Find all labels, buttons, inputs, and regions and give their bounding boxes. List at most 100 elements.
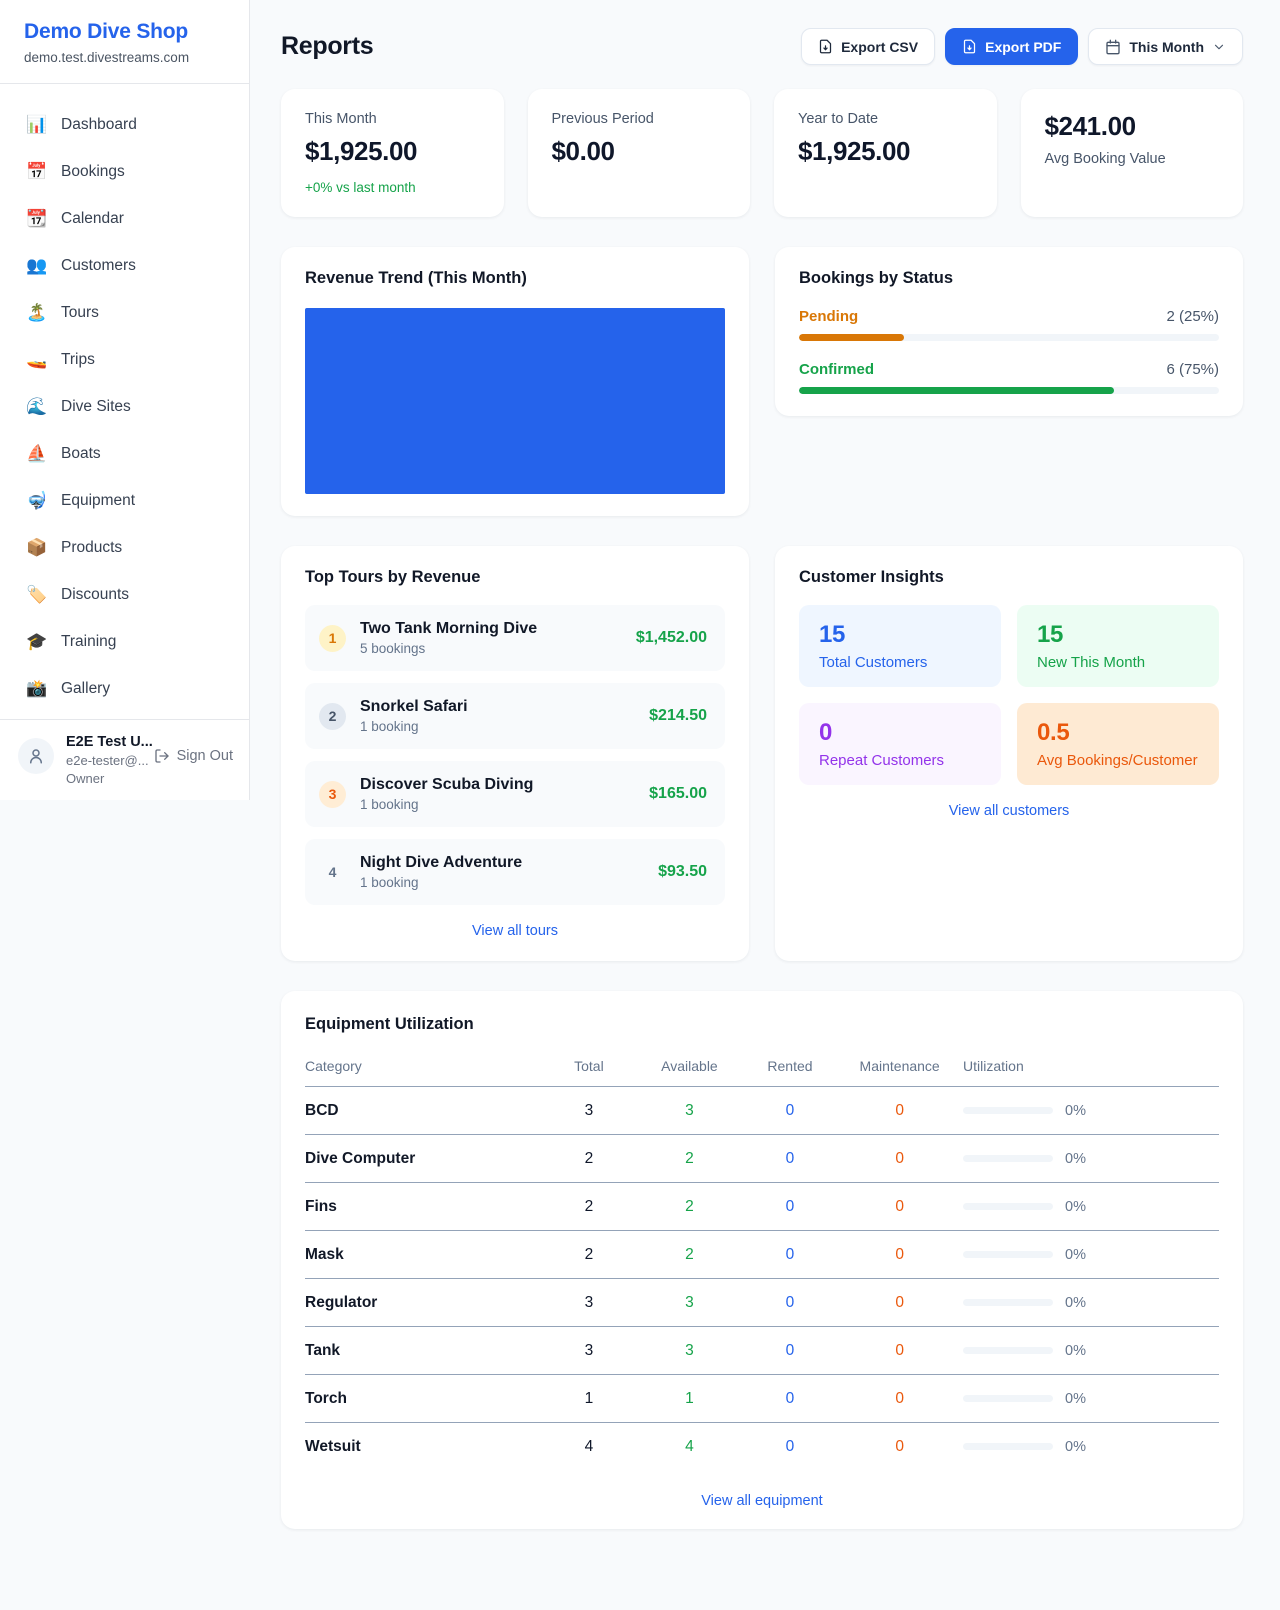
table-row: BCD 3 3 0 0 0% — [305, 1086, 1219, 1135]
sidebar-item-boats[interactable]: ⛵ Boats — [12, 435, 237, 473]
view-all-equipment-link[interactable]: View all equipment — [701, 1492, 823, 1509]
cell-rented: 0 — [743, 1230, 845, 1279]
status-count: 6 (75%) — [1166, 361, 1219, 378]
stat-label: Year to Date — [798, 111, 879, 127]
sidebar-item-customers[interactable]: 👥 Customers — [12, 247, 237, 285]
sidebar: Demo Dive Shop demo.test.divestreams.com… — [0, 0, 250, 800]
tour-name: Snorkel Safari — [360, 698, 468, 715]
main-content: Reports Export CSV Export PDF This Month — [250, 0, 1280, 1589]
tour-amount: $214.50 — [649, 707, 707, 724]
sidebar-item-dashboard[interactable]: 📊 Dashboard — [12, 106, 237, 144]
cell-category: Regulator — [305, 1278, 543, 1327]
cell-total: 2 — [542, 1230, 644, 1279]
table-header-row: Category Total Available Rented Maintena… — [305, 1048, 1219, 1087]
sidebar-item-label: Trips — [61, 351, 95, 368]
table-row: Torch 1 1 0 0 0% — [305, 1374, 1219, 1423]
sidebar-item-training[interactable]: 🎓 Training — [12, 623, 237, 661]
progress-track — [799, 334, 1219, 341]
cell-available: 3 — [643, 1086, 744, 1135]
period-label: This Month — [1129, 38, 1204, 55]
export-csv-button[interactable]: Export CSV — [801, 28, 936, 65]
sidebar-item-bookings[interactable]: 📅 Bookings — [12, 153, 237, 191]
top-tours-card: Top Tours by Revenue 1 Two Tank Morning … — [281, 546, 749, 961]
tour-amount: $165.00 — [649, 785, 707, 802]
stat-label: Avg Booking Value — [1044, 151, 1166, 167]
sidebar-item-gallery[interactable]: 📸 Gallery — [12, 670, 237, 708]
status-label: Pending — [799, 308, 859, 325]
tour-row[interactable]: 1 Two Tank Morning Dive 5 bookings $1,45… — [305, 605, 725, 671]
wave-icon: 🌊 — [26, 397, 48, 416]
sidebar-item-calendar[interactable]: 📆 Calendar — [12, 200, 237, 238]
tour-row[interactable]: 2 Snorkel Safari 1 booking $214.50 — [305, 683, 725, 749]
sidebar-item-label: Discounts — [61, 586, 130, 603]
sidebar-item-label: Equipment — [61, 492, 136, 509]
utilization-track — [963, 1395, 1054, 1402]
sailboat-icon: ⛵ — [26, 444, 48, 463]
status-count: 2 (25%) — [1166, 308, 1219, 325]
sidebar-item-label: Dive Sites — [61, 398, 131, 415]
shop-name[interactable]: Demo Dive Shop — [24, 20, 189, 43]
tour-bookings: 1 booking — [360, 797, 419, 812]
revenue-trend-card: Revenue Trend (This Month) — [281, 247, 749, 516]
cell-maintenance: 0 — [895, 1437, 904, 1455]
view-all-customers-link[interactable]: View all customers — [948, 803, 1070, 819]
cell-available: 4 — [685, 1437, 694, 1455]
tile-avg-bookings-customer: 0.5 Avg Bookings/Customer — [1017, 703, 1219, 785]
period-dropdown[interactable]: This Month — [1088, 28, 1243, 65]
utilization-pct: 0% — [1065, 1342, 1087, 1359]
cell-maintenance: 0 — [844, 1326, 964, 1375]
utilization-pct: 0% — [1065, 1438, 1087, 1455]
cell-utilization: 0% — [963, 1326, 1219, 1375]
logout-icon — [154, 749, 169, 763]
sidebar-item-equipment[interactable]: 🤿 Equipment — [12, 482, 237, 520]
cell-rented: 0 — [743, 1326, 845, 1375]
col-available: Available — [643, 1048, 744, 1087]
cell-available: 3 — [643, 1326, 744, 1375]
sidebar-item-label: Boats — [61, 445, 101, 462]
shop-domain: demo.test.divestreams.com — [24, 50, 190, 65]
cell-rented: 0 — [743, 1134, 845, 1183]
cell-category: Tank — [305, 1326, 543, 1375]
view-all-tours-link[interactable]: View all tours — [472, 923, 558, 939]
tour-row[interactable]: 4 Night Dive Adventure 1 booking $93.50 — [305, 839, 725, 905]
stat-value: $1,925.00 — [305, 136, 418, 166]
progress-fill — [799, 334, 904, 341]
utilization-track — [963, 1155, 1054, 1162]
camera-icon: 📸 — [26, 679, 48, 698]
export-pdf-button[interactable]: Export PDF — [945, 28, 1079, 65]
calendar-date-icon: 📅 — [26, 162, 48, 181]
sidebar-item-trips[interactable]: 🚤 Trips — [12, 341, 237, 379]
cell-utilization: 0% — [963, 1134, 1219, 1183]
sidebar-item-tours[interactable]: 🏝️ Tours — [12, 294, 237, 332]
cell-total: 3 — [542, 1326, 644, 1375]
progress-fill — [799, 387, 1114, 394]
equipment-utilization-card: Equipment Utilization Category Total Ava… — [281, 991, 1243, 1529]
stat-card-avg-booking-value: $241.00 Avg Booking Value — [1020, 89, 1243, 217]
utilization-track — [963, 1251, 1054, 1258]
tour-name: Two Tank Morning Dive — [360, 620, 538, 637]
cell-category: Mask — [305, 1230, 543, 1279]
tour-amount: $1,452.00 — [635, 629, 707, 646]
sign-out-button[interactable]: Sign Out — [154, 748, 233, 764]
sidebar-item-dive-sites[interactable]: 🌊 Dive Sites — [12, 388, 237, 426]
cell-utilization: 0% — [963, 1374, 1219, 1423]
cell-category: Fins — [305, 1182, 543, 1231]
cell-category: Torch — [305, 1374, 543, 1423]
tile-label: Repeat Customers — [819, 752, 945, 769]
sidebar-item-products[interactable]: 📦 Products — [12, 529, 237, 567]
status-row-pending: Pending 2 (25%) — [799, 308, 1219, 341]
table-row: Dive Computer 2 2 0 0 0% — [305, 1134, 1219, 1183]
package-icon: 📦 — [26, 538, 48, 557]
sidebar-item-discounts[interactable]: 🏷️ Discounts — [12, 576, 237, 614]
speedboat-icon: 🚤 — [26, 350, 48, 369]
utilization-track — [963, 1107, 1054, 1114]
cell-utilization: 0% — [963, 1182, 1219, 1231]
bookings-by-status-title: Bookings by Status — [799, 269, 954, 287]
cell-available: 2 — [643, 1134, 744, 1183]
equipment-table: Category Total Available Rented Maintena… — [305, 1048, 1219, 1471]
tour-row[interactable]: 3 Discover Scuba Diving 1 booking $165.0… — [305, 761, 725, 827]
utilization-track — [963, 1203, 1054, 1210]
file-download-icon — [963, 39, 976, 54]
stat-value: $0.00 — [551, 136, 615, 166]
